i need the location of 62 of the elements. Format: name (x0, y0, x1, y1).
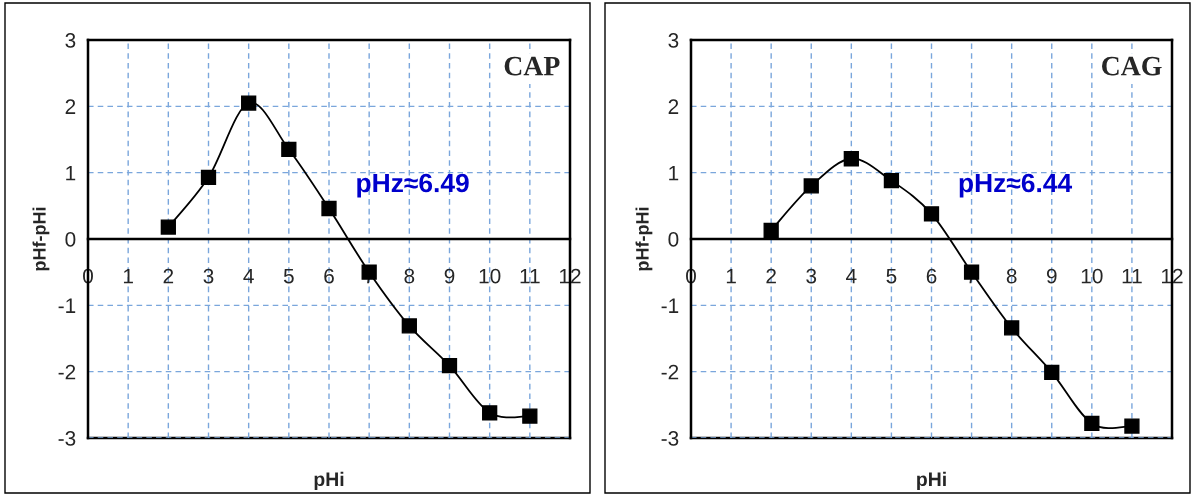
point (482, 405, 498, 421)
point (883, 172, 900, 189)
point (1124, 418, 1140, 434)
y-tick-label: 3 (65, 33, 76, 48)
x-tick-label: 1 (123, 268, 133, 284)
x-tick-label: 9 (444, 268, 455, 284)
y-tick-label: -1 (661, 298, 679, 313)
point (803, 178, 819, 194)
point (763, 222, 779, 239)
y-tick-label: 0 (65, 232, 76, 247)
x-tick-label: 4 (846, 268, 857, 284)
x-tick-label: 6 (324, 268, 334, 284)
y-tick-label: -2 (58, 364, 76, 380)
x-tick-label: 2 (766, 268, 776, 284)
x-axis-title: pHi (917, 471, 946, 490)
y-tick-label: -1 (58, 298, 76, 313)
point (361, 264, 377, 280)
x-tick-label: 1 (726, 268, 736, 284)
point (160, 219, 176, 235)
x-tick-label: 11 (520, 268, 540, 284)
chart-title: CAP (504, 56, 560, 76)
x-tick-label: 6 (926, 268, 937, 284)
x-tick-label: 3 (806, 268, 817, 284)
y-tick-label: 1 (669, 165, 679, 181)
point (321, 200, 337, 217)
y-tick-label: 3 (668, 33, 679, 48)
chart-title: CAG (1102, 56, 1162, 76)
y-tick-label: 0 (668, 232, 679, 247)
y-axis-title: pHf-pHi (32, 207, 50, 271)
point (241, 95, 257, 111)
point (441, 358, 458, 374)
annotation: pHz≈6.44 (959, 173, 1073, 198)
x-axis-title: pHi (314, 471, 344, 490)
x-tick-label: 8 (404, 268, 415, 284)
x-tick-label: 4 (243, 268, 254, 284)
annotation: pHz≈6.49 (357, 173, 469, 198)
y-tick-label: 2 (65, 99, 76, 114)
y-tick-label: -2 (661, 364, 679, 380)
point (281, 141, 297, 158)
point (923, 206, 940, 222)
y-tick-label: 2 (668, 99, 679, 114)
y-tick-label: -3 (661, 431, 679, 446)
point (1084, 415, 1100, 432)
point (843, 151, 859, 167)
point (1044, 364, 1060, 380)
y-tick-label: -3 (58, 431, 76, 446)
x-tick-label: 3 (203, 268, 214, 284)
point (1004, 320, 1020, 336)
point (963, 264, 980, 280)
point (200, 169, 217, 185)
x-tick-label: 11 (1122, 268, 1142, 284)
point (522, 408, 538, 424)
y-axis-title: pHf-pHi (635, 207, 653, 271)
x-tick-label: 5 (283, 268, 294, 284)
x-tick-label: 5 (886, 268, 897, 284)
x-tick-label: 8 (1006, 268, 1017, 284)
x-tick-label: 9 (1046, 268, 1057, 284)
x-tick-label: 10 (479, 268, 501, 284)
x-tick-label: 10 (1081, 268, 1103, 284)
point (401, 318, 417, 334)
y-tick-label: 1 (66, 165, 76, 181)
x-tick-label: 2 (163, 268, 174, 284)
